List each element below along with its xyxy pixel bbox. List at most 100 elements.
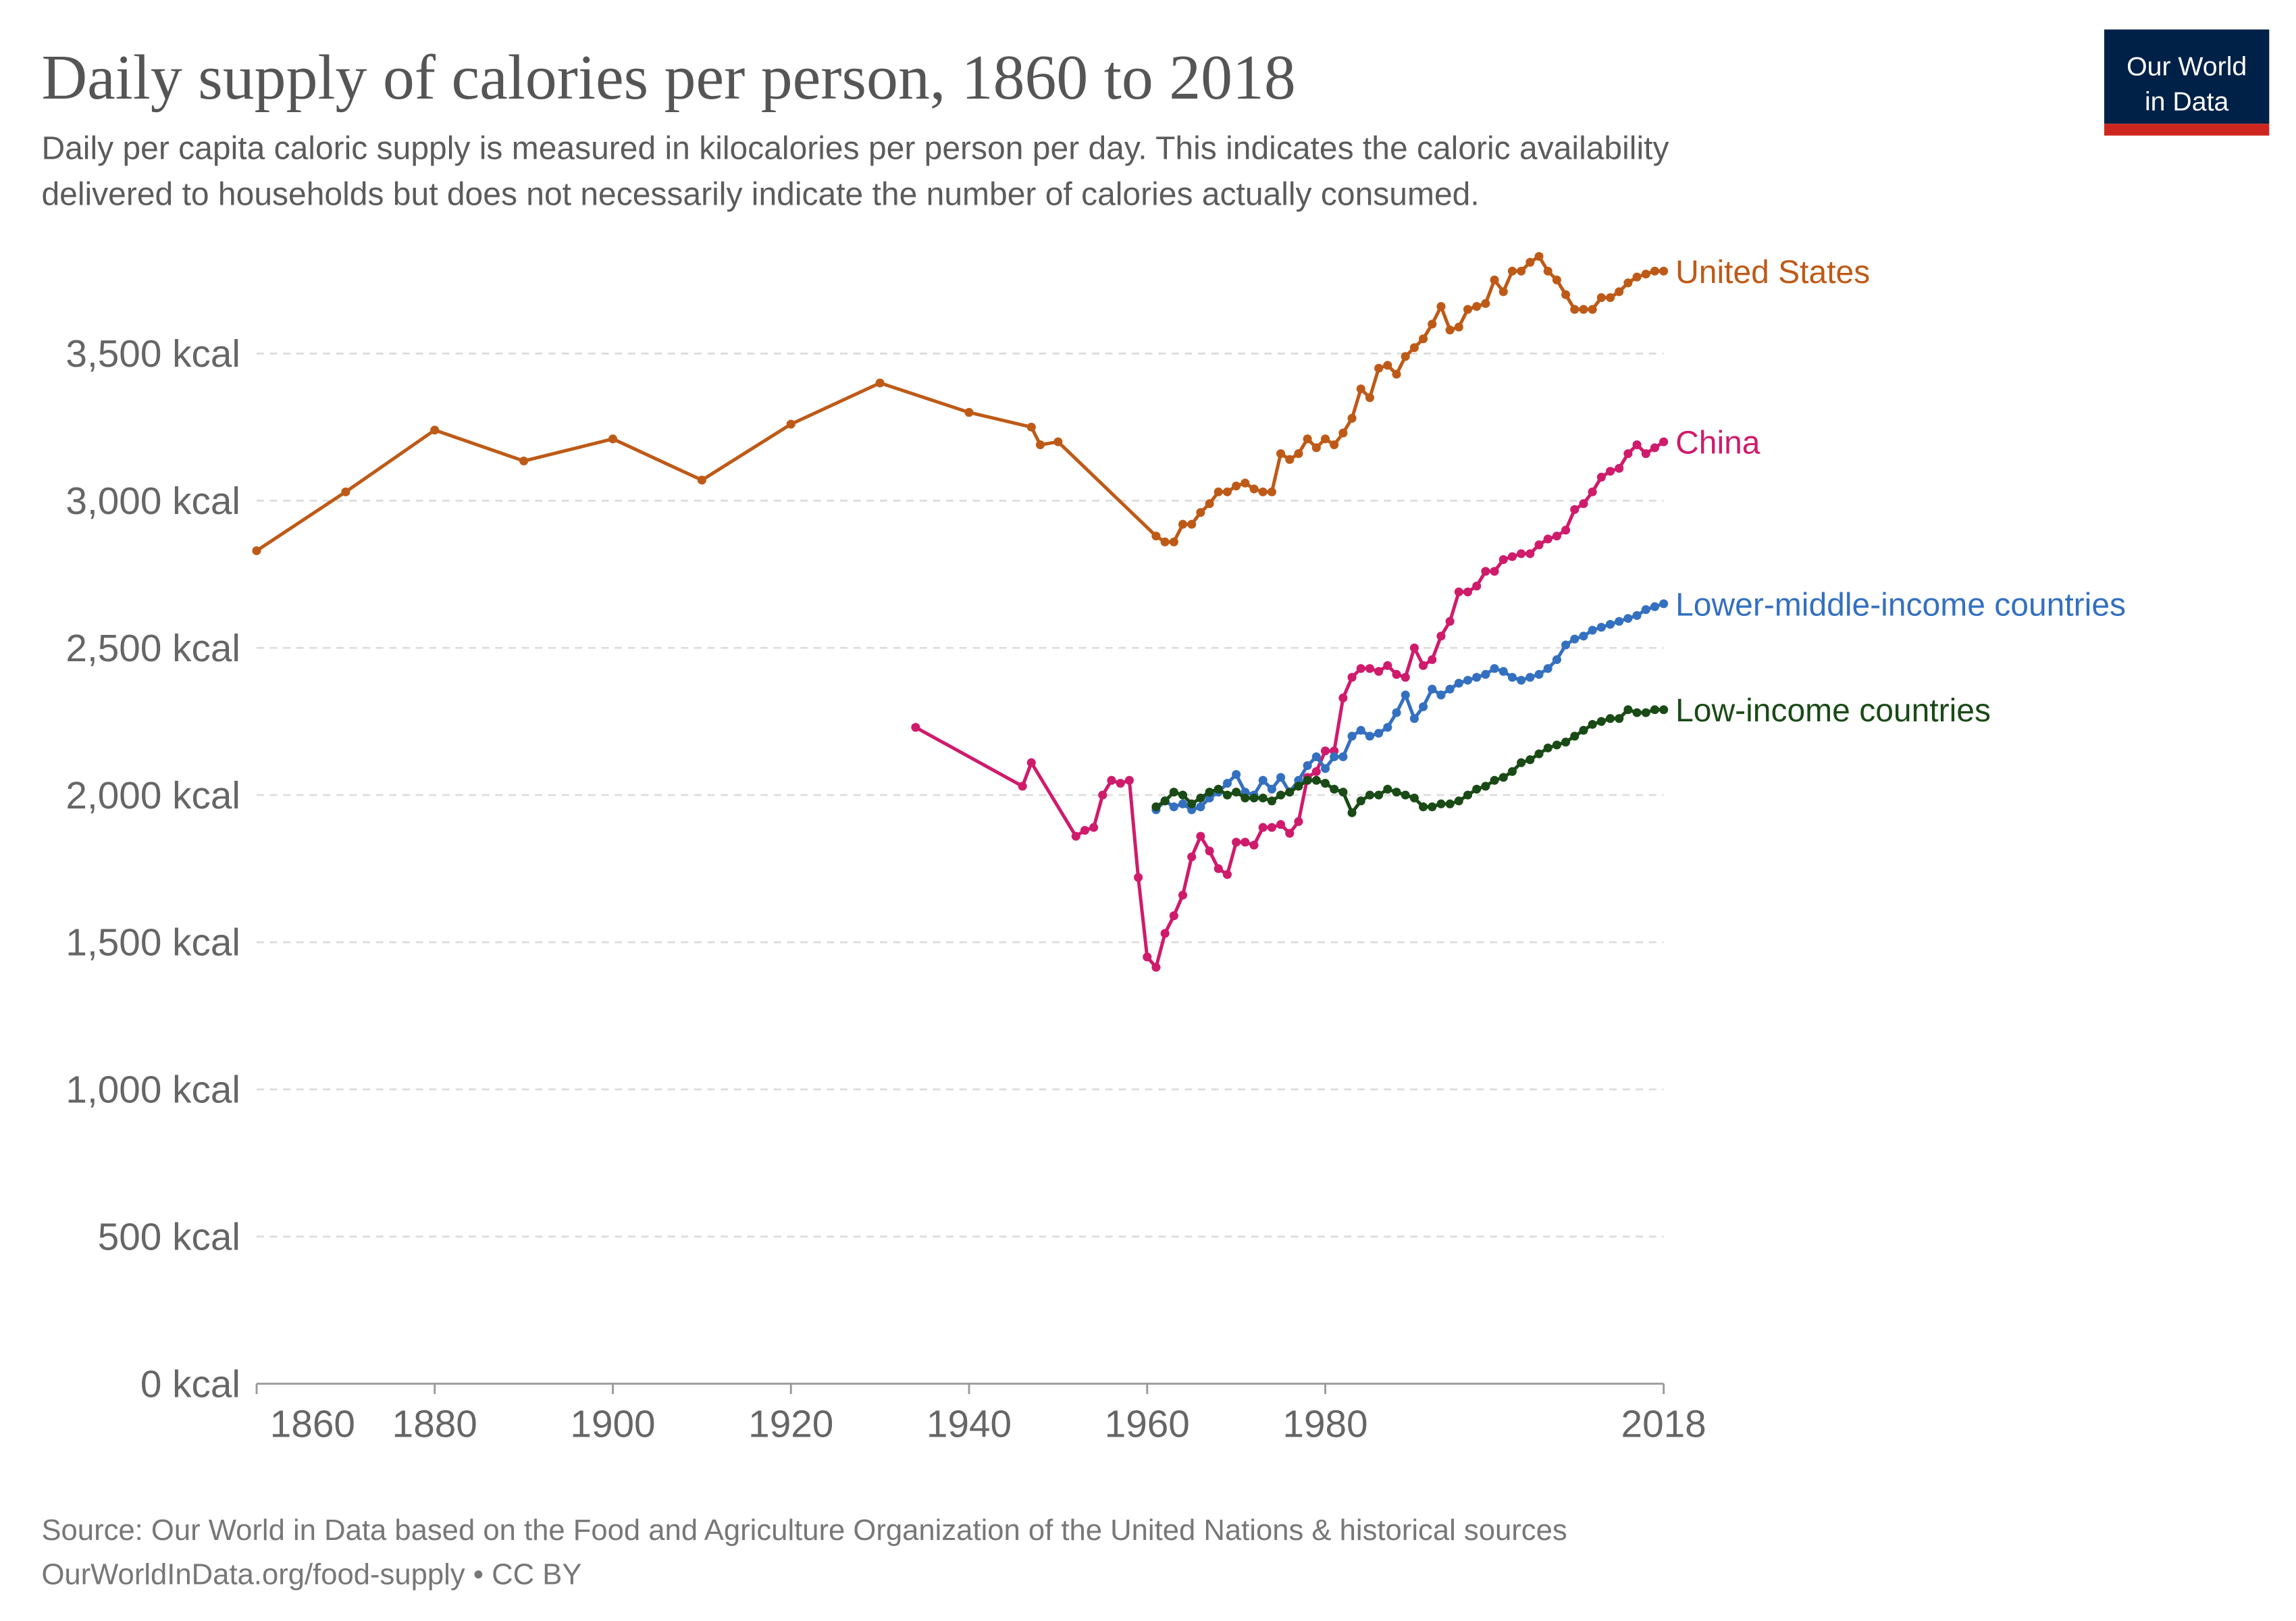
- point: [1258, 793, 1268, 803]
- point: [1356, 725, 1365, 735]
- point: [1498, 287, 1508, 297]
- point: [1561, 640, 1571, 650]
- point: [786, 419, 795, 429]
- point: [1579, 632, 1588, 641]
- point: [1311, 443, 1321, 453]
- point: [1659, 266, 1669, 276]
- point: [1507, 266, 1517, 276]
- logo-box: [2104, 29, 2270, 124]
- point: [875, 378, 885, 388]
- point: [1232, 482, 1241, 491]
- point: [1347, 413, 1357, 423]
- point: [1160, 929, 1170, 938]
- point: [1641, 449, 1650, 459]
- point: [1543, 743, 1553, 752]
- point: [1089, 823, 1099, 832]
- point: [911, 723, 920, 732]
- point: [1392, 369, 1401, 379]
- point: [1517, 675, 1526, 685]
- point: [1169, 788, 1178, 797]
- source: Source: Our World in Data based on the F…: [41, 1514, 1567, 1547]
- point: [1330, 784, 1339, 794]
- point: [1222, 870, 1232, 879]
- point: [1428, 319, 1437, 329]
- y-tick-label: 2,500 kcal: [66, 627, 240, 670]
- point: [1641, 605, 1650, 615]
- point: [1570, 305, 1580, 314]
- point: [1445, 799, 1455, 808]
- x-tick-label: 1900: [570, 1403, 655, 1445]
- point: [1178, 799, 1188, 808]
- point: [1498, 773, 1508, 782]
- point: [608, 434, 618, 444]
- point: [1294, 781, 1303, 791]
- point: [1214, 864, 1223, 873]
- point: [1632, 440, 1642, 450]
- point: [1596, 717, 1606, 726]
- point: [1588, 305, 1597, 314]
- point: [1320, 764, 1330, 773]
- point: [1481, 299, 1490, 308]
- point: [1178, 790, 1188, 800]
- y-tick-label: 2,000 kcal: [66, 775, 240, 817]
- point: [1428, 802, 1437, 812]
- point: [1249, 484, 1259, 494]
- point: [430, 426, 440, 435]
- point: [1311, 767, 1321, 776]
- point: [1258, 775, 1268, 785]
- point: [1534, 669, 1544, 679]
- point: [1383, 361, 1392, 370]
- point: [1035, 440, 1045, 450]
- point: [1347, 808, 1357, 817]
- point: [1205, 499, 1214, 509]
- point: [1374, 790, 1384, 800]
- point: [1232, 788, 1241, 797]
- point: [1596, 623, 1606, 632]
- point: [1605, 619, 1615, 629]
- subtitle: Daily per capita caloric supply is measu…: [41, 131, 1669, 167]
- point: [1196, 802, 1205, 812]
- point: [1596, 293, 1606, 303]
- point: [1347, 731, 1357, 741]
- point: [697, 475, 706, 485]
- point: [1641, 269, 1650, 279]
- url: OurWorldInData.org/food-supply • CC BY: [41, 1558, 581, 1591]
- point: [1311, 752, 1321, 762]
- point: [1623, 705, 1633, 715]
- point: [1294, 449, 1303, 459]
- point: [1026, 758, 1036, 767]
- point: [1623, 449, 1633, 459]
- point: [1320, 746, 1330, 756]
- point: [1632, 708, 1642, 717]
- point: [1507, 552, 1517, 561]
- point: [1338, 788, 1348, 797]
- point: [1285, 455, 1295, 464]
- point: [1463, 305, 1473, 314]
- legend-label: Lower-middle-income countries: [1675, 587, 2126, 623]
- point: [1605, 293, 1615, 303]
- point: [1107, 775, 1116, 785]
- point: [1401, 673, 1410, 682]
- point: [1436, 632, 1446, 641]
- x-tick-label: 1860: [270, 1403, 355, 1445]
- point: [1267, 784, 1276, 794]
- point: [1409, 714, 1419, 723]
- point: [1472, 302, 1482, 311]
- point: [1214, 487, 1223, 496]
- point: [1481, 669, 1490, 679]
- point: [1116, 779, 1125, 788]
- point: [1365, 790, 1374, 800]
- point: [1472, 784, 1482, 794]
- point: [1534, 749, 1544, 758]
- point: [1570, 505, 1580, 514]
- point: [1187, 799, 1197, 808]
- point: [1481, 781, 1490, 791]
- point: [1552, 275, 1561, 285]
- point: [1276, 820, 1286, 829]
- point: [1285, 788, 1295, 797]
- point: [1436, 690, 1446, 700]
- point: [1517, 266, 1526, 276]
- point: [1311, 775, 1321, 785]
- point: [1196, 793, 1205, 803]
